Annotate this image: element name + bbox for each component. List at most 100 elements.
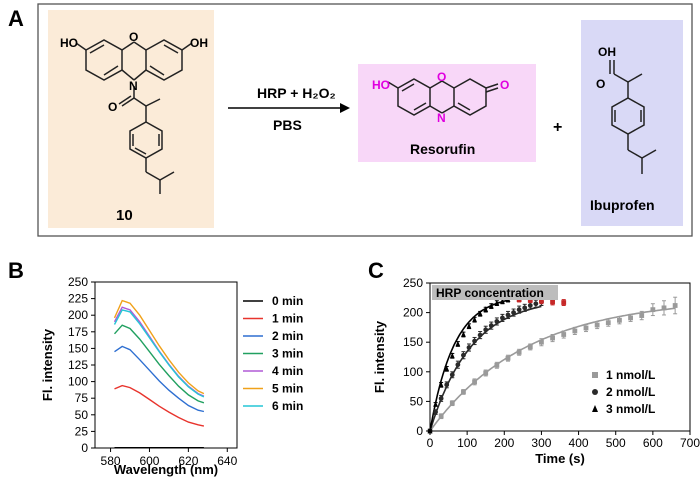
chart-c-title: HRP concentration [436, 286, 544, 300]
chart-c-data-point [516, 307, 522, 313]
chart-c-x-tick-label: 400 [569, 436, 589, 450]
chart-c-data-point [516, 349, 522, 355]
chart-c-data-point [494, 319, 500, 324]
chart-c-data-point [449, 400, 455, 406]
chart-c-data-point [466, 322, 472, 329]
chart-b-y-tick-label: 150 [68, 341, 88, 355]
chart-b-y-tick-label: 175 [68, 325, 88, 339]
chart-c-x-tick-label: 700 [680, 436, 700, 450]
chart-c-data-point [505, 312, 511, 318]
chart-b-x-axis-label: Wavelength (nm) [114, 462, 218, 477]
chart-b-y-tick-label: 75 [75, 391, 89, 405]
chart-b-legend-label: 0 min [272, 294, 303, 308]
compound-number: 10 [116, 207, 133, 224]
chart-c-data-point [455, 362, 461, 368]
chart-c-x-tick-label: 100 [457, 436, 477, 450]
chart-c-x-tick-label: 0 [427, 436, 434, 450]
chart-c-data-point [438, 396, 444, 401]
chart-c-data-point [539, 339, 544, 345]
chart-c-data-point [494, 299, 500, 306]
chart-c-data-point [494, 362, 500, 368]
chart-c-y-tick-label: 0 [416, 424, 423, 438]
chart-c-fit-curve [429, 299, 509, 432]
reaction-arrowhead [340, 103, 350, 113]
chart-c-data-point [661, 305, 667, 311]
chart-c-data-point [505, 355, 511, 361]
ibuprofen-o-label: O [596, 77, 605, 91]
chart-b-x-tick-label: 600 [139, 454, 159, 468]
chart-c-data-point [572, 328, 578, 334]
reaction-scheme: HO OH O N O 10 HRP + H₂O₂ PBS HO O O N R… [37, 3, 693, 237]
chart-c-x-tick-label: 200 [494, 436, 514, 450]
chart-c-data-point [511, 310, 516, 315]
resorufin-name: Resorufin [410, 141, 475, 157]
chart-b-y-tick-label: 125 [68, 358, 88, 372]
chart-c-data-point [650, 307, 656, 313]
chart-b-series-line [113, 309, 205, 398]
chart-c-data-point [533, 301, 539, 307]
chart-c-data-point [444, 382, 450, 388]
chart-c-data-point [500, 315, 505, 321]
chart-c-data-point [592, 372, 598, 378]
chart-b-legend-label: 4 min [272, 364, 303, 378]
chart-b-series-line [113, 324, 205, 404]
chart-c-data-point [561, 332, 567, 337]
chart-c-data-point [539, 298, 544, 304]
ibuprofen-oh-label: OH [598, 45, 616, 59]
chart-b-y-tick-label: 25 [75, 424, 89, 438]
chart-b-y-axis-label: Fl. intensity [40, 328, 55, 401]
chart-c-data-point [628, 315, 633, 321]
chart-c-data-point [488, 323, 494, 329]
panel-label-b: B [8, 258, 24, 283]
chart-c-y-tick-label: 250 [403, 276, 423, 290]
chart-c-data-point [472, 316, 477, 323]
chart-c-data-point [527, 344, 533, 350]
chart-c-data-point [672, 303, 678, 308]
chart-c-data-point [438, 413, 444, 419]
chart-c-data-point [472, 338, 477, 344]
chart-c-data-point [433, 400, 438, 407]
compound-10-carbonyl-label: O [108, 100, 117, 114]
chart-b-plot-frame [94, 281, 238, 449]
chart-c-y-tick-label: 150 [403, 335, 423, 349]
chart-b-y-tick-label: 0 [81, 441, 88, 455]
chart-c-x-tick-label: 300 [531, 436, 551, 450]
chart-c-data-point [455, 340, 461, 347]
chart-c-y-tick-label: 50 [410, 394, 424, 408]
chart-c-data-point [466, 345, 472, 350]
chart-b: 0 25 50 75 100 125 150 175 200 225 250 580 600 620 640… [40, 275, 303, 477]
plus-sign: + [553, 119, 562, 136]
chart-c-data-point [461, 331, 466, 337]
resorufin-structure [387, 78, 499, 116]
chart-c-data-point [594, 322, 600, 328]
chart-b-y-tick-label: 250 [68, 275, 88, 289]
panel-label-a: A [8, 6, 24, 31]
chart-b-legend-label: 5 min [272, 382, 303, 396]
chart-c-legend-label: 3 nmol/L [606, 402, 655, 416]
ibuprofen-structure [609, 60, 657, 174]
resorufin-o-label: O [437, 70, 446, 84]
chart-b-y-tick-label: 225 [68, 292, 88, 306]
chart-c-data-point [461, 352, 466, 358]
chart-c-y-axis-label: Fl. intensity [372, 320, 387, 393]
chart-c-data-point [592, 405, 598, 412]
chart-c-data-point [522, 305, 528, 311]
chart-b-y-tick-label: 100 [68, 375, 88, 389]
compound-10-oh-label: OH [190, 36, 208, 50]
chart-c: HRP concentration 0 50 100 150 200 250 0 100 200… [372, 276, 700, 466]
chart-c-data-point [449, 352, 455, 359]
chart-c-data-point [550, 335, 555, 341]
chart-c-data-point [472, 379, 477, 385]
chart-b-legend-label: 2 min [272, 329, 303, 343]
chart-c-data-point [488, 302, 494, 309]
chart-b-x-tick-label: 620 [178, 454, 198, 468]
resorufin-box [358, 64, 536, 162]
compound-10-o-label: O [129, 30, 138, 44]
chart-c-title-box [432, 285, 558, 300]
chart-b-legend-label: 1 min [272, 312, 303, 326]
chart-c-data-point [444, 365, 450, 372]
chart-b-legend-label: 6 min [272, 399, 303, 413]
chart-c-data-point [483, 370, 489, 376]
chart-c-data-point [483, 327, 489, 333]
chart-c-plot-frame [429, 282, 691, 432]
